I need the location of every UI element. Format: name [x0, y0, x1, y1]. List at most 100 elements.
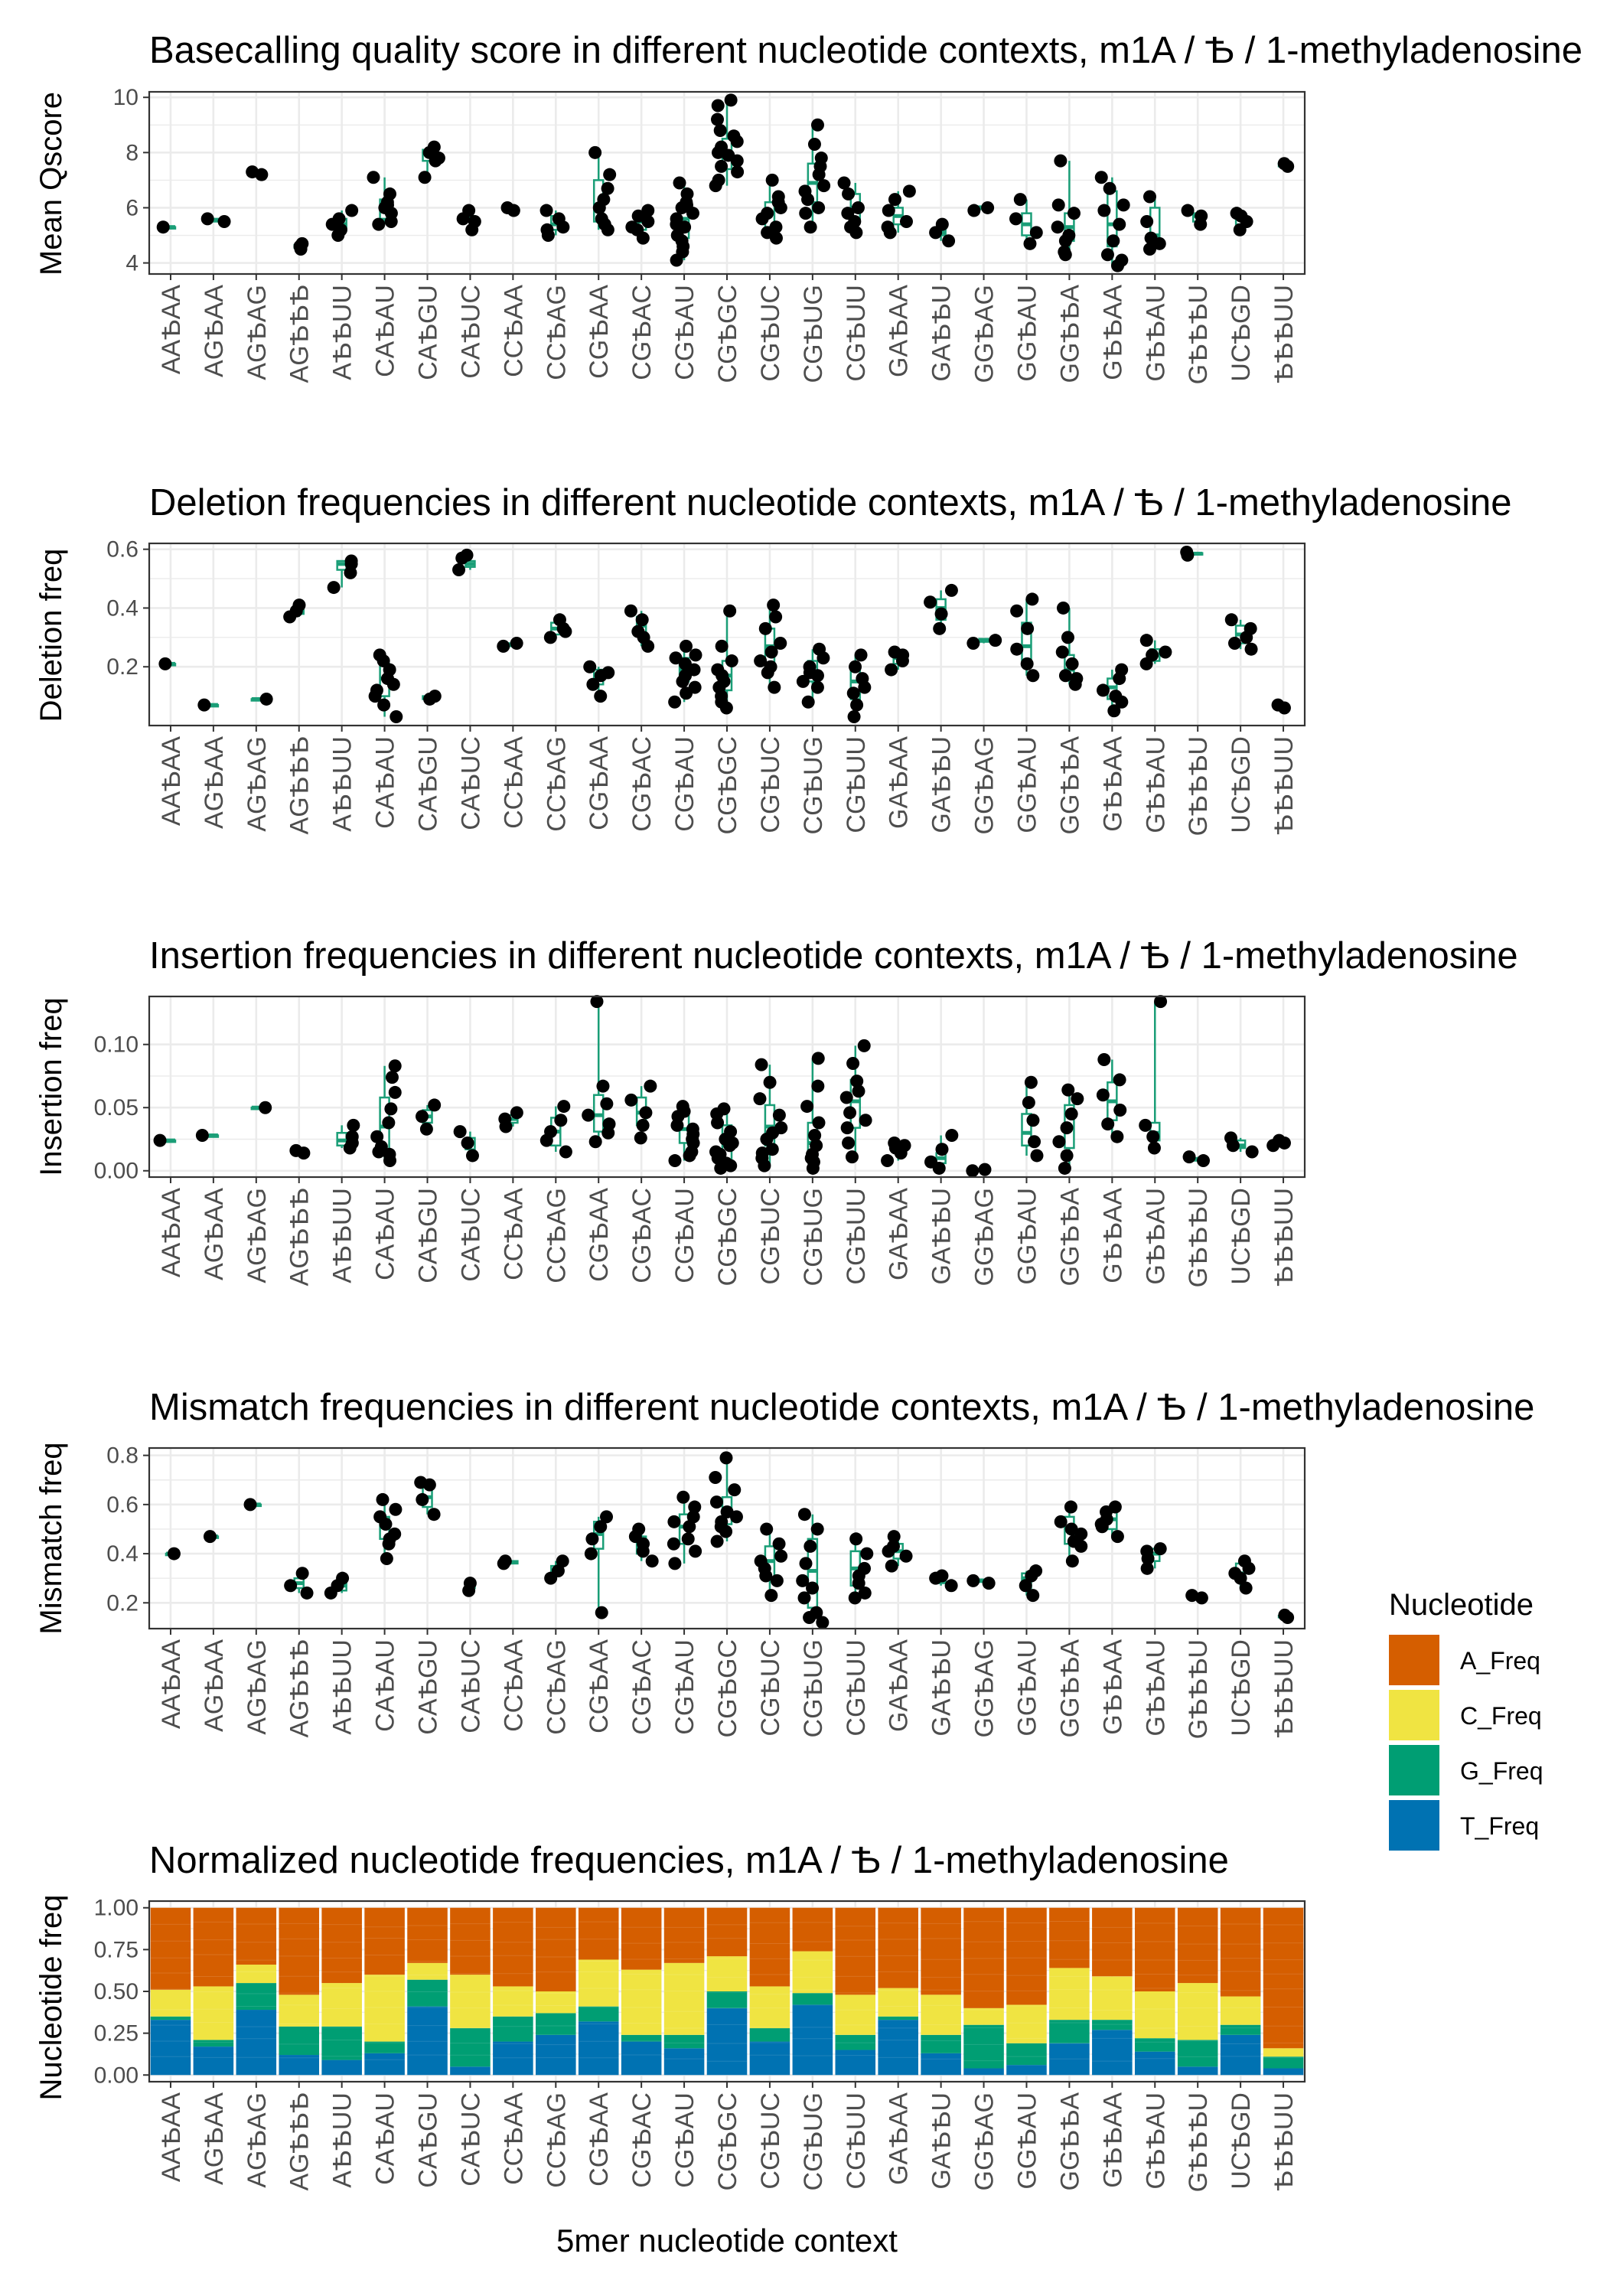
data-point [1010, 604, 1024, 618]
data-point [603, 168, 617, 181]
data-point [582, 1108, 595, 1122]
x-tick-label: GGѢѢA [1055, 2092, 1084, 2191]
data-point [725, 1136, 739, 1150]
x-tick-label: CGѢAA [585, 1639, 614, 1733]
data-point [1147, 1141, 1161, 1155]
data-point [584, 1547, 598, 1561]
x-tick-label: GGѢAU [1012, 1639, 1041, 1737]
x-tick-label: AGѢAG [243, 285, 272, 380]
bar-segment-a-freq [364, 1907, 405, 1975]
data-point [675, 201, 689, 214]
data-point [1113, 1104, 1127, 1117]
data-point [597, 193, 611, 207]
data-point [667, 1537, 680, 1551]
x-tick-label: GAѢѢU [927, 736, 957, 833]
data-point [719, 1451, 733, 1465]
x-tick-label: ѢѢѢUU [1270, 285, 1299, 383]
data-point [1237, 1554, 1251, 1568]
bar-segment-a-freq [963, 1907, 1004, 2008]
data-point [368, 690, 382, 703]
bar-segment-a-freq [1263, 1907, 1304, 2049]
data-point [624, 604, 637, 618]
data-point [765, 173, 779, 187]
data-point [383, 1147, 396, 1161]
data-point [759, 1569, 773, 1583]
bar-segment-c-freq [878, 1988, 918, 2017]
bar-segment-a-freq [1134, 1907, 1175, 1991]
bar-segment-a-freq [1006, 1907, 1047, 2005]
panel-qscore: Basecalling quality score in different n… [34, 30, 1583, 384]
x-tick-label: CAѢGU [414, 736, 443, 832]
data-point [1154, 995, 1168, 1009]
data-point [383, 1532, 396, 1546]
data-point [639, 1106, 653, 1120]
data-point [1185, 1589, 1199, 1603]
x-tick-label: CAѢUC [456, 285, 485, 379]
bar-segment-a-freq [878, 1907, 918, 1988]
data-point [416, 1110, 429, 1124]
data-point [689, 1544, 702, 1558]
bar-segment-a-freq [706, 1907, 748, 1957]
bar-segment-g-freq [1177, 2040, 1218, 2067]
data-point [246, 165, 259, 179]
bar-segment-a-freq [578, 1907, 619, 1960]
x-tick-label: ѢѢѢUU [1270, 1639, 1299, 1737]
data-point [766, 1126, 780, 1140]
data-point [588, 145, 602, 159]
data-point [388, 1059, 402, 1073]
x-tick-label: GGѢѢA [1055, 1188, 1084, 1287]
bar-segment-a-freq [792, 1907, 833, 1952]
x-tick-label: AGѢAG [243, 1188, 272, 1283]
data-point [551, 1564, 565, 1578]
data-point [724, 1159, 738, 1172]
x-tick-label: CCѢAA [499, 1639, 528, 1732]
data-point [1113, 1073, 1126, 1087]
x-tick-label: CCѢAA [499, 285, 528, 377]
data-point [553, 613, 566, 627]
panel-title-mismatch: Mismatch frequencies in different nucleo… [149, 1387, 1534, 1428]
x-tick-label: CAѢUC [456, 1188, 485, 1282]
data-point [842, 187, 856, 201]
data-point [203, 1530, 217, 1544]
data-point [463, 1577, 477, 1590]
x-tick-label: CGѢUG [799, 736, 828, 834]
data-point [837, 176, 851, 190]
x-tick-label: AGѢѢѢ [285, 2092, 315, 2190]
bar-segment-t-freq [1177, 2066, 1218, 2076]
bar-segment-c-freq [536, 1991, 576, 2014]
x-tick-label: AѢѢUU [328, 1639, 357, 1735]
y-tick-label: 0.10 [94, 1032, 139, 1058]
bar-segment-c-freq [1134, 1991, 1175, 2039]
y-axis-label-nucleotide-freq: Nucleotide freq [34, 1894, 68, 2100]
data-point [944, 1579, 958, 1593]
data-point [689, 648, 702, 662]
bar-segment-t-freq [236, 2010, 277, 2076]
data-point [769, 610, 783, 624]
data-point [644, 1079, 657, 1093]
x-tick-label: GѢѢAA [1098, 2092, 1127, 2188]
data-point [385, 1071, 399, 1084]
data-point [370, 1130, 384, 1143]
data-point [982, 1577, 996, 1590]
data-point [510, 637, 523, 651]
bar-segment-a-freq [1177, 1907, 1218, 1984]
x-tick-label: CCѢAA [499, 2092, 528, 2185]
data-point [1107, 234, 1120, 248]
data-point [418, 171, 432, 184]
x-tick-label: CGѢAC [627, 736, 657, 832]
bar-segment-t-freq [450, 2066, 491, 2076]
data-point [465, 1149, 479, 1163]
x-tick-label: CGѢUC [756, 2092, 785, 2190]
x-tick-label: CGѢUG [799, 1639, 828, 1737]
data-point [631, 209, 645, 223]
data-point [1013, 193, 1027, 207]
x-tick-label: AGѢѢѢ [285, 1639, 315, 1737]
bar-segment-g-freq [706, 1991, 748, 2008]
data-point [724, 1125, 738, 1139]
x-tick-label: AGѢѢѢ [285, 736, 315, 834]
data-point [1022, 1096, 1035, 1110]
data-point [345, 1130, 359, 1143]
data-point [709, 1495, 723, 1509]
data-point [810, 118, 824, 132]
data-point [1051, 220, 1064, 234]
